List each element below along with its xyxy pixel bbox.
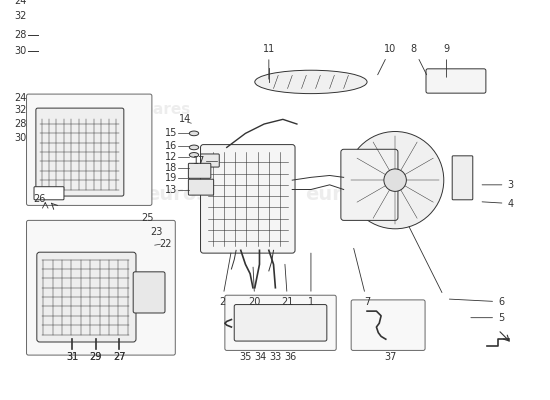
Text: 36: 36 — [284, 352, 296, 362]
Text: 22: 22 — [160, 239, 172, 249]
Text: 11: 11 — [263, 44, 275, 79]
Text: 15: 15 — [165, 128, 177, 138]
Text: 8: 8 — [411, 44, 427, 75]
Text: 33: 33 — [270, 352, 282, 362]
Text: 28: 28 — [14, 30, 26, 40]
Text: 25: 25 — [141, 212, 153, 222]
Text: 32: 32 — [14, 105, 26, 115]
FancyBboxPatch shape — [37, 252, 136, 342]
Text: 34: 34 — [254, 352, 267, 362]
Text: 14: 14 — [179, 114, 191, 124]
Text: 23: 23 — [150, 227, 163, 237]
Text: 6: 6 — [449, 297, 504, 307]
FancyBboxPatch shape — [426, 69, 486, 93]
FancyBboxPatch shape — [34, 187, 64, 200]
Text: 29: 29 — [90, 352, 102, 362]
Text: 24: 24 — [14, 0, 26, 6]
Text: 18: 18 — [165, 163, 177, 173]
Text: 26: 26 — [34, 194, 46, 204]
Text: eurospares: eurospares — [305, 185, 429, 204]
FancyBboxPatch shape — [341, 149, 398, 220]
Text: eurospares: eurospares — [95, 102, 191, 118]
Text: 13: 13 — [165, 184, 177, 194]
Text: 31: 31 — [66, 352, 79, 362]
Text: 27: 27 — [113, 352, 125, 362]
FancyBboxPatch shape — [189, 179, 213, 195]
FancyBboxPatch shape — [452, 156, 473, 200]
Text: 24: 24 — [14, 93, 26, 103]
Circle shape — [384, 169, 406, 191]
FancyBboxPatch shape — [26, 220, 175, 355]
Text: 12: 12 — [165, 152, 177, 162]
Text: 16: 16 — [165, 140, 177, 150]
Text: 1: 1 — [308, 253, 314, 307]
Ellipse shape — [255, 70, 367, 94]
Text: 32: 32 — [14, 12, 26, 22]
Text: 9: 9 — [443, 44, 450, 77]
Text: 20: 20 — [249, 267, 261, 307]
Text: eurospares: eurospares — [146, 185, 270, 204]
Text: 31: 31 — [66, 352, 79, 362]
Text: 2: 2 — [219, 253, 231, 307]
Text: 5: 5 — [471, 313, 504, 323]
FancyBboxPatch shape — [189, 163, 211, 178]
Text: 10: 10 — [378, 44, 397, 75]
FancyBboxPatch shape — [225, 295, 336, 350]
Text: 35: 35 — [239, 352, 252, 362]
Text: 4: 4 — [482, 198, 514, 208]
FancyBboxPatch shape — [351, 300, 425, 350]
Ellipse shape — [189, 164, 199, 168]
FancyBboxPatch shape — [234, 304, 327, 341]
Ellipse shape — [189, 145, 199, 150]
Text: 21: 21 — [282, 264, 294, 307]
Text: 30: 30 — [14, 46, 26, 56]
FancyBboxPatch shape — [36, 108, 124, 196]
Text: 29: 29 — [90, 352, 102, 362]
Ellipse shape — [189, 131, 199, 136]
FancyBboxPatch shape — [26, 94, 152, 206]
FancyBboxPatch shape — [201, 154, 219, 167]
Text: 19: 19 — [165, 173, 177, 183]
Circle shape — [346, 132, 444, 229]
Text: 37: 37 — [384, 352, 397, 362]
Text: 30: 30 — [14, 133, 26, 143]
Text: 27: 27 — [113, 352, 125, 362]
FancyBboxPatch shape — [133, 272, 165, 313]
Text: 7: 7 — [354, 248, 370, 307]
Text: 28: 28 — [14, 119, 26, 129]
Text: 17: 17 — [193, 156, 205, 166]
FancyBboxPatch shape — [201, 145, 295, 253]
Text: 3: 3 — [482, 180, 514, 190]
Ellipse shape — [189, 152, 199, 157]
